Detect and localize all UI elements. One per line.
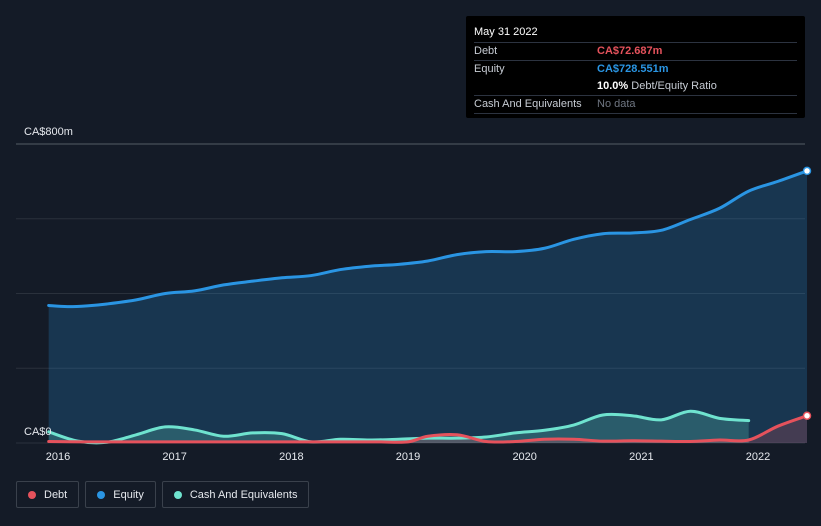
legend-item-cash[interactable]: Cash And Equivalents (161, 481, 310, 508)
series-lines (47, 169, 809, 445)
debt-end-marker[interactable] (802, 411, 812, 420)
x-axis-ticks: 2016 2017 2018 2019 2020 2021 2022 (46, 451, 771, 463)
equity-dot-icon (97, 490, 106, 499)
x-tick-label: 2022 (746, 451, 770, 463)
tooltip-date: May 31 2022 (474, 22, 797, 43)
equity-line (47, 169, 809, 309)
cash-dot-icon (173, 490, 182, 499)
series-end-markers (802, 166, 812, 420)
series-areas (48, 170, 808, 443)
legend-item-equity[interactable]: Equity (85, 481, 156, 508)
y-axis-top-label: CA$800m (24, 126, 73, 138)
legend-debt-label: Debt (44, 488, 68, 501)
x-tick-label: 2021 (629, 451, 653, 463)
legend-item-debt[interactable]: Debt (16, 481, 80, 508)
tooltip-debt-value: CA$72.687m (597, 45, 663, 57)
x-tick-label: 2017 (162, 451, 186, 463)
debt-dot-icon (28, 490, 36, 499)
y-axis-bottom-label: CA$0 (24, 426, 52, 438)
tooltip-ratio-label: Debt/Equity Ratio (631, 80, 717, 92)
tooltip-cash-row: Cash And Equivalents No data (474, 96, 797, 114)
tooltip-cash-label: Cash And Equivalents (474, 98, 582, 110)
tooltip-equity-value: CA$728.551m (597, 63, 669, 75)
legend-equity-label: Equity (113, 488, 144, 501)
x-tick-label: 2020 (512, 451, 536, 463)
tooltip-equity-label: Equity (474, 63, 505, 75)
equity-end-marker[interactable] (802, 166, 812, 176)
x-tick-label: 2019 (396, 451, 420, 463)
x-tick-label: 2016 (46, 451, 70, 463)
chart-tooltip: May 31 2022 Debt CA$72.687m Equity CA$72… (466, 16, 805, 118)
tooltip-ratio-row: 10.0% Debt/Equity Ratio (474, 78, 797, 96)
chart-legend: Debt Equity Cash And Equivalents (16, 481, 310, 508)
tooltip-equity-row: Equity CA$728.551m (474, 61, 797, 78)
tooltip-debt-row: Debt CA$72.687m (474, 43, 797, 61)
tooltip-cash-value: No data (597, 98, 636, 110)
legend-cash-label: Cash And Equivalents (189, 488, 298, 501)
equity-area (48, 170, 808, 443)
cash-area (48, 411, 749, 443)
tooltip-debt-label: Debt (474, 45, 498, 57)
x-tick-label: 2018 (279, 451, 303, 463)
tooltip-ratio-value: 10.0% (597, 80, 629, 92)
